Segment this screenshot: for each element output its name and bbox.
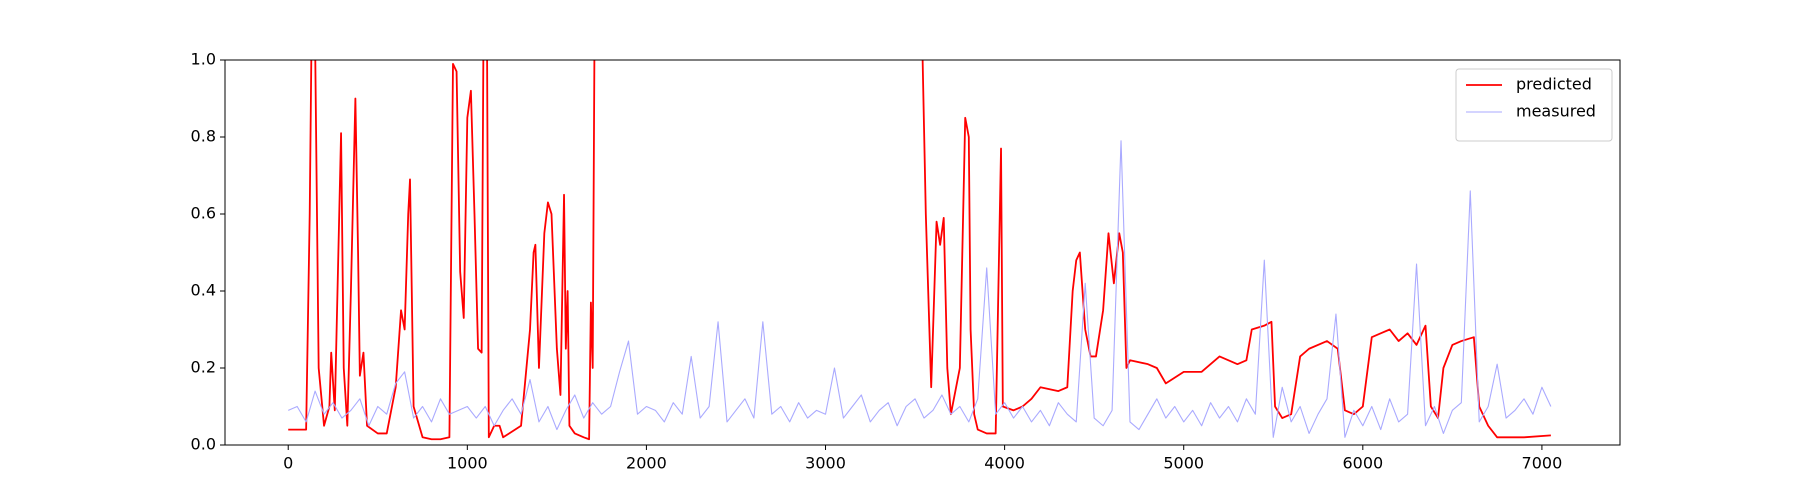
series-line	[288, 60, 1551, 441]
x-tick-label: 4000	[984, 454, 1025, 473]
legend-label: predicted	[1516, 75, 1592, 94]
x-tick-label: 5000	[1163, 454, 1204, 473]
series-line	[288, 140, 1552, 438]
y-tick-label: 1.0	[191, 50, 216, 69]
x-tick-label: 2000	[626, 454, 667, 473]
y-tick-label: 0.8	[191, 127, 216, 146]
x-tick-label: 6000	[1342, 454, 1383, 473]
legend-label: measured	[1516, 102, 1596, 121]
x-tick-label: 0	[283, 454, 293, 473]
y-tick-label: 0.2	[191, 358, 216, 377]
x-tick-label: 7000	[1522, 454, 1563, 473]
legend-box	[1455, 68, 1613, 142]
y-tick-label: 0.0	[191, 435, 216, 454]
axes-frame	[224, 59, 1621, 446]
x-tick-label: 1000	[447, 454, 488, 473]
plot-area	[288, 60, 1552, 441]
x-tick-label: 3000	[805, 454, 846, 473]
y-tick-label: 0.4	[191, 281, 216, 300]
y-tick-label: 0.6	[191, 204, 216, 223]
legend: predicted measured	[1455, 68, 1613, 142]
